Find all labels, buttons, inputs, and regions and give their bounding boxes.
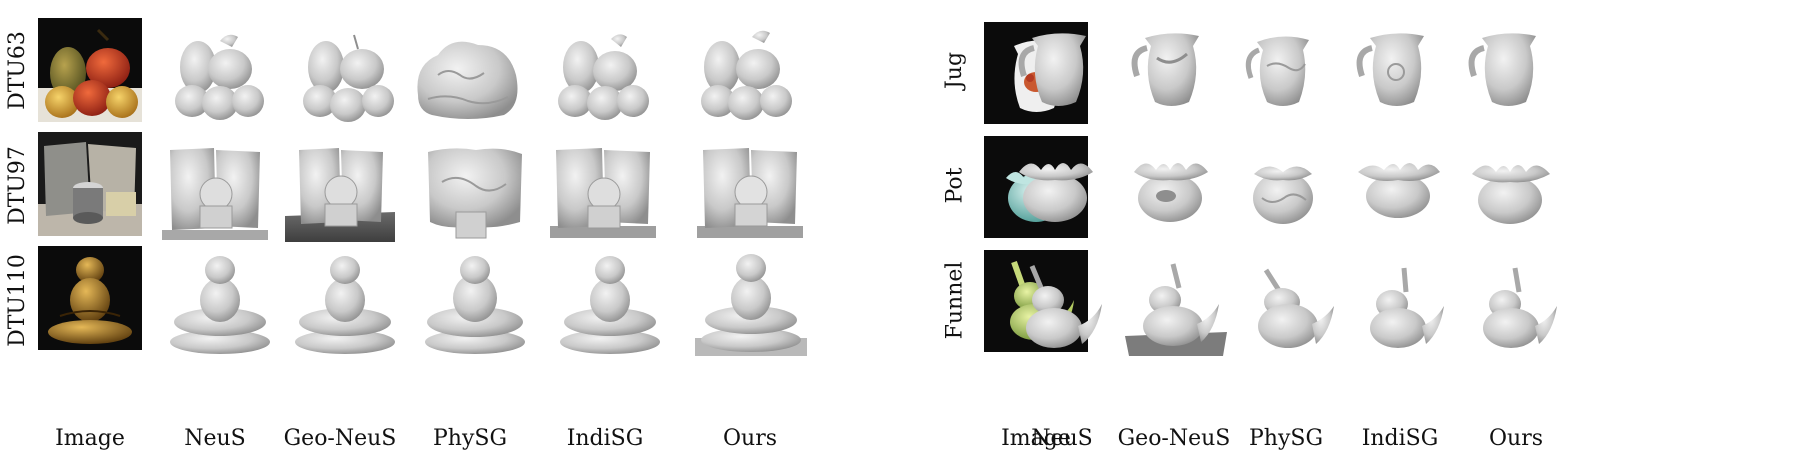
recon-dtu110-indisg [555, 252, 665, 357]
recon-pot-ours [1460, 150, 1560, 230]
recon-pot-geoneus [1120, 148, 1220, 228]
recon-jug-indisg-mesh [1348, 28, 1444, 112]
recon-dtu97-neus [160, 142, 270, 242]
recon-dtu63-neus [160, 15, 275, 125]
col-label-image-right: Image [1001, 426, 1071, 451]
recon-funnel-geoneus [1125, 260, 1227, 360]
recon-pot-indisg [1348, 150, 1448, 228]
col-label-physg-right: PhySG [1248, 426, 1324, 451]
recon-funnel-ours [1465, 262, 1563, 358]
col-label-neus-right: NeuS [1031, 426, 1093, 451]
recon-dtu97-geoneus [285, 142, 395, 242]
recon-dtu97-ours [695, 142, 805, 242]
col-label-ours-right: Ours [1488, 426, 1543, 451]
recon-pot-physg [1238, 150, 1328, 230]
col-label-indisg: IndiSG [566, 426, 644, 451]
col-label-geoneus-right: Geo-NeuS [1117, 426, 1231, 451]
row-label-dtu63: DTU63 [4, 30, 30, 110]
recon-dtu63-ours [688, 15, 803, 125]
col-label-neus: NeuS [184, 426, 246, 451]
recon-dtu63-physg [408, 15, 526, 125]
col-label-image: Image [55, 426, 125, 451]
recon-dtu110-neus [165, 252, 275, 357]
recon-funnel-physg [1242, 262, 1338, 358]
recon-funnel-indisg [1352, 262, 1450, 358]
recon-dtu63-indisg [545, 15, 660, 125]
recon-jug-neus-shape [1006, 28, 1007, 29]
row-label-dtu110: DTU110 [4, 253, 30, 347]
recon-funnel-neus [1008, 260, 1108, 360]
recon-dtu110-physg [420, 252, 530, 357]
recon-dtu110-geoneus [290, 252, 400, 357]
recon-jug-physg-mesh [1237, 30, 1327, 112]
row-label-dtu97: DTU97 [4, 145, 30, 225]
recon-pot-neus [1005, 148, 1105, 228]
recon-dtu97-physg [422, 142, 528, 242]
row-label-pot: Pot [942, 167, 968, 203]
recon-jug-geoneus-mesh [1123, 28, 1219, 112]
photo-dtu63 [38, 18, 142, 122]
row-label-funnel: Funnel [942, 261, 968, 339]
recon-dtu97-indisg [548, 142, 658, 242]
recon-jug-neus-mesh [1010, 28, 1106, 112]
photo-dtu97 [38, 132, 142, 236]
col-label-geoneus: Geo-NeuS [283, 426, 397, 451]
recon-dtu63-geoneus [290, 15, 405, 125]
col-label-physg: PhySG [432, 426, 508, 451]
row-label-jug: Jug [942, 51, 968, 89]
col-label-ours: Ours [722, 426, 777, 451]
left-panel: DTU63 DTU97 DTU110 [4, 15, 807, 451]
col-label-indisg-right: IndiSG [1361, 426, 1439, 451]
photo-dtu110 [38, 246, 142, 350]
right-panel: Jug Pot Funnel [940, 0, 1797, 468]
recon-dtu110-ours [695, 252, 807, 357]
recon-jug-ours-mesh [1460, 28, 1556, 112]
